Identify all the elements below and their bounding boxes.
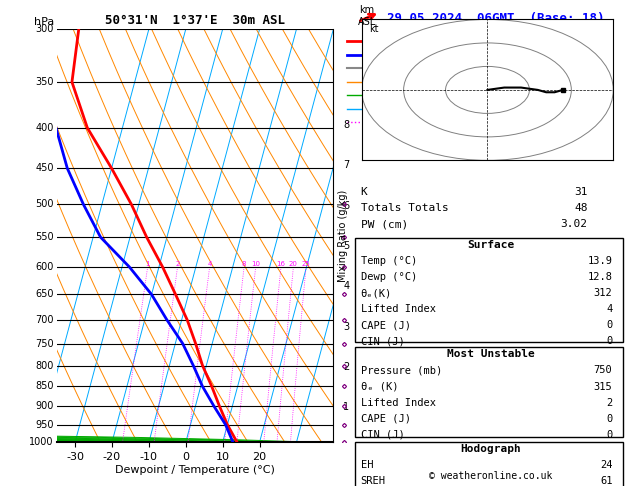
Text: 16: 16 [277, 261, 286, 267]
FancyBboxPatch shape [355, 442, 623, 486]
Text: 300: 300 [35, 24, 54, 34]
Text: Hodograph: Hodograph [460, 444, 521, 454]
Text: 13.9: 13.9 [587, 256, 613, 266]
Text: θₑ(K): θₑ(K) [360, 288, 392, 298]
Text: 750: 750 [35, 339, 54, 348]
Text: CIN (J): CIN (J) [360, 430, 404, 440]
Text: Mixing Ratio (g/kg): Mixing Ratio (g/kg) [338, 190, 348, 282]
Text: 0: 0 [606, 320, 613, 330]
Text: CAPE (J): CAPE (J) [360, 414, 411, 424]
Text: 4: 4 [208, 261, 212, 267]
Text: 25: 25 [302, 261, 311, 267]
Text: SREH: SREH [360, 476, 386, 486]
Text: 312: 312 [594, 288, 613, 298]
Text: 4: 4 [606, 304, 613, 314]
Text: 500: 500 [35, 199, 54, 209]
Text: 550: 550 [35, 232, 54, 242]
Text: CIN (J): CIN (J) [360, 336, 404, 347]
Text: 600: 600 [35, 262, 54, 272]
Text: Dewp (°C): Dewp (°C) [360, 272, 417, 282]
Text: 24: 24 [600, 460, 613, 470]
Text: PW (cm): PW (cm) [360, 219, 408, 229]
Text: 0: 0 [606, 336, 613, 347]
Text: 750: 750 [594, 365, 613, 376]
Text: Temp (°C): Temp (°C) [360, 256, 417, 266]
Text: Lifted Index: Lifted Index [360, 304, 435, 314]
Text: 12.8: 12.8 [587, 272, 613, 282]
Text: Totals Totals: Totals Totals [360, 203, 448, 213]
Text: 700: 700 [35, 315, 54, 325]
Text: 20: 20 [289, 261, 298, 267]
Text: 350: 350 [35, 77, 54, 87]
Text: 950: 950 [35, 419, 54, 430]
Text: Surface: Surface [467, 240, 515, 250]
Text: 1000: 1000 [30, 437, 54, 447]
Text: 8: 8 [242, 261, 247, 267]
Text: 1: 1 [145, 261, 150, 267]
Text: θₑ (K): θₑ (K) [360, 382, 398, 392]
Text: 315: 315 [594, 382, 613, 392]
Text: km
ASL: km ASL [357, 5, 376, 27]
FancyBboxPatch shape [355, 347, 623, 437]
Legend: Temperature, Dewpoint, Parcel Trajectory, Dry Adiabat, Wet Adiabat, Isotherm, Mi: Temperature, Dewpoint, Parcel Trajectory… [343, 34, 451, 131]
Text: CAPE (J): CAPE (J) [360, 320, 411, 330]
Text: 650: 650 [35, 290, 54, 299]
Text: Lifted Index: Lifted Index [360, 398, 435, 408]
Text: hPa: hPa [35, 17, 55, 27]
Text: 61: 61 [600, 476, 613, 486]
Text: Pressure (mb): Pressure (mb) [360, 365, 442, 376]
Text: 2: 2 [175, 261, 180, 267]
Text: EH: EH [360, 460, 373, 470]
Text: K: K [360, 187, 367, 197]
Text: 800: 800 [35, 361, 54, 371]
Text: 3.02: 3.02 [560, 219, 587, 229]
Text: 0: 0 [606, 430, 613, 440]
Text: 31: 31 [574, 187, 587, 197]
Text: 0: 0 [606, 414, 613, 424]
Text: Most Unstable: Most Unstable [447, 349, 535, 360]
FancyBboxPatch shape [355, 238, 623, 342]
Text: 48: 48 [574, 203, 587, 213]
Text: 29.05.2024  06GMT  (Base: 18): 29.05.2024 06GMT (Base: 18) [387, 12, 605, 25]
X-axis label: Dewpoint / Temperature (°C): Dewpoint / Temperature (°C) [115, 465, 275, 475]
Title: 50°31'N  1°37'E  30m ASL: 50°31'N 1°37'E 30m ASL [105, 14, 285, 27]
Text: 400: 400 [35, 123, 54, 133]
Text: 10: 10 [251, 261, 260, 267]
Text: 2: 2 [606, 398, 613, 408]
Text: kt: kt [369, 24, 379, 34]
Text: 900: 900 [35, 401, 54, 411]
Text: 850: 850 [35, 382, 54, 392]
Text: © weatheronline.co.uk: © weatheronline.co.uk [429, 471, 552, 481]
Text: 450: 450 [35, 163, 54, 174]
